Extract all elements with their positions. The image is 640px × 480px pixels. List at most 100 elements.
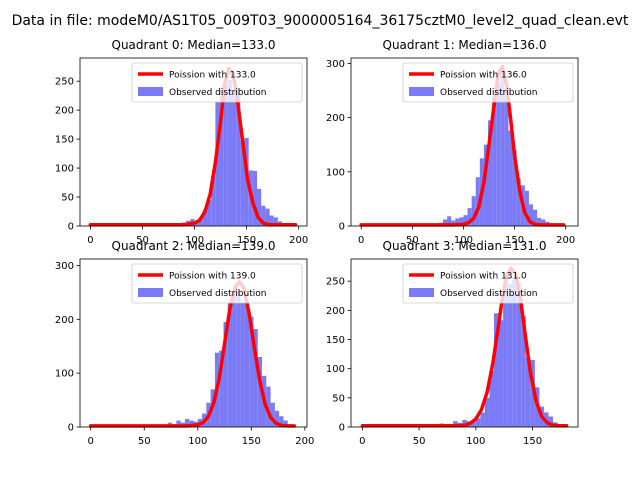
histogram-bar xyxy=(483,144,489,226)
histogram-bar xyxy=(488,120,493,226)
legend: Poission with 139.0 Observed distribution xyxy=(131,263,303,304)
histogram-bar xyxy=(533,209,538,226)
x-tick-label: 100 xyxy=(188,436,207,447)
histogram-bar xyxy=(504,90,509,226)
histogram-bar xyxy=(507,284,513,427)
histogram-bar xyxy=(184,418,190,427)
histogram-bar xyxy=(219,87,224,226)
histogram-bar xyxy=(463,215,468,226)
histogram-bar xyxy=(524,190,529,226)
legend-box xyxy=(402,62,574,103)
y-tick-label: 50 xyxy=(61,193,74,204)
x-tick-label: 150 xyxy=(237,235,256,246)
y-tick-label: 0 xyxy=(339,423,345,434)
y-tick-label: 150 xyxy=(55,135,74,146)
legend-hist-swatch xyxy=(138,87,163,96)
panel-quadrant-0: 0 50 100 150 200 0 50 100 150 200 250 Quadrant 0: M… xyxy=(55,38,308,246)
y-tick-label: 250 xyxy=(55,77,74,88)
histogram-bar xyxy=(521,316,526,427)
histogram-bar xyxy=(475,177,480,226)
legend-box xyxy=(402,263,574,304)
histogram-bar xyxy=(512,280,517,427)
legend-hist-label: Observed distribution xyxy=(440,289,537,299)
subplot-title: Quadrant 2: Median=139.0 xyxy=(112,239,276,253)
y-tick-label: 100 xyxy=(326,167,345,178)
x-tick-label: 50 xyxy=(406,235,419,246)
histogram-bar xyxy=(492,96,497,226)
x-tick-label: 0 xyxy=(87,235,93,246)
y-tick-label: 300 xyxy=(326,59,345,70)
x-tick-label: 0 xyxy=(358,235,364,246)
histogram-bar xyxy=(498,320,504,427)
histogram-bar xyxy=(471,196,476,226)
x-tick-label: 100 xyxy=(466,436,485,447)
histogram-bar xyxy=(443,219,448,226)
y-tick-label: 0 xyxy=(68,222,74,233)
y-tick-label: 200 xyxy=(326,113,345,124)
y-tick-label: 300 xyxy=(55,261,74,272)
y-tick-label: 50 xyxy=(332,393,345,404)
histogram-bar xyxy=(249,316,254,427)
histogram-bar xyxy=(211,176,216,226)
legend-fit-label: Poission with 136.0 xyxy=(440,71,527,81)
histogram-bar xyxy=(537,217,542,226)
legend-hist-swatch xyxy=(409,87,434,96)
histogram-bar xyxy=(261,205,266,226)
histogram-bar xyxy=(202,209,208,226)
histogram-bar xyxy=(467,208,472,226)
histogram-bar xyxy=(269,215,274,226)
legend-box xyxy=(131,62,303,103)
y-tick-label: 200 xyxy=(55,106,74,117)
histogram-bar xyxy=(484,397,490,427)
x-tick-label: 0 xyxy=(88,436,94,447)
histogram-bar xyxy=(236,88,241,226)
histogram-bar xyxy=(496,81,501,227)
legend-hist-swatch xyxy=(138,288,163,297)
histogram-bar xyxy=(279,416,284,427)
histogram-bar xyxy=(266,386,271,427)
y-tick-label: 0 xyxy=(68,423,74,434)
y-tick-label: 100 xyxy=(326,364,345,375)
x-tick-label: 200 xyxy=(556,235,575,246)
histogram-bar xyxy=(471,420,476,427)
x-tick-label: 100 xyxy=(454,235,473,246)
histogram-bar xyxy=(270,402,275,427)
histogram-bar xyxy=(528,204,534,226)
y-tick-label: 100 xyxy=(55,369,74,380)
panel-quadrant-1: 0 50 100 150 200 0 100 200 300 Quadrant 1: Median… xyxy=(326,38,579,246)
histogram-bar xyxy=(512,150,517,226)
x-tick-label: 150 xyxy=(242,436,261,447)
histogram-bar xyxy=(525,357,531,427)
histogram-bar xyxy=(274,410,280,427)
x-tick-label: 150 xyxy=(523,436,542,447)
histogram-bar xyxy=(240,140,245,226)
legend: Poission with 131.0 Observed distribution xyxy=(402,263,574,304)
histogram-bar xyxy=(548,416,554,427)
legend-hist-label: Observed distribution xyxy=(169,88,266,98)
axes-frame xyxy=(350,57,579,227)
histogram-bar xyxy=(219,350,224,427)
y-tick-label: 200 xyxy=(55,315,74,326)
histogram-bar xyxy=(240,302,245,427)
histogram-bar xyxy=(503,281,508,427)
histogram-bar xyxy=(207,199,212,226)
histogram-bar xyxy=(283,420,288,427)
histogram-bar xyxy=(232,92,237,226)
axes-frame xyxy=(79,57,308,227)
histogram-bar xyxy=(489,371,495,427)
x-tick-label: 50 xyxy=(138,436,151,447)
histogram-bar xyxy=(455,218,460,226)
subplot-title: Quadrant 1: Median=136.0 xyxy=(383,38,547,52)
histogram-bar xyxy=(530,359,535,427)
legend: Poission with 133.0 Observed distribution xyxy=(131,62,303,103)
legend-hist-swatch xyxy=(409,288,434,297)
y-tick-label: 250 xyxy=(326,277,345,288)
histogram-bar xyxy=(508,130,513,226)
histogram-bar xyxy=(480,412,485,427)
histogram-bar xyxy=(252,170,258,226)
histogram-bar xyxy=(232,295,237,427)
x-tick-label: 200 xyxy=(289,235,308,246)
histogram-bar xyxy=(223,84,228,226)
x-tick-label: 200 xyxy=(295,436,314,447)
x-tick-label: 50 xyxy=(413,436,426,447)
